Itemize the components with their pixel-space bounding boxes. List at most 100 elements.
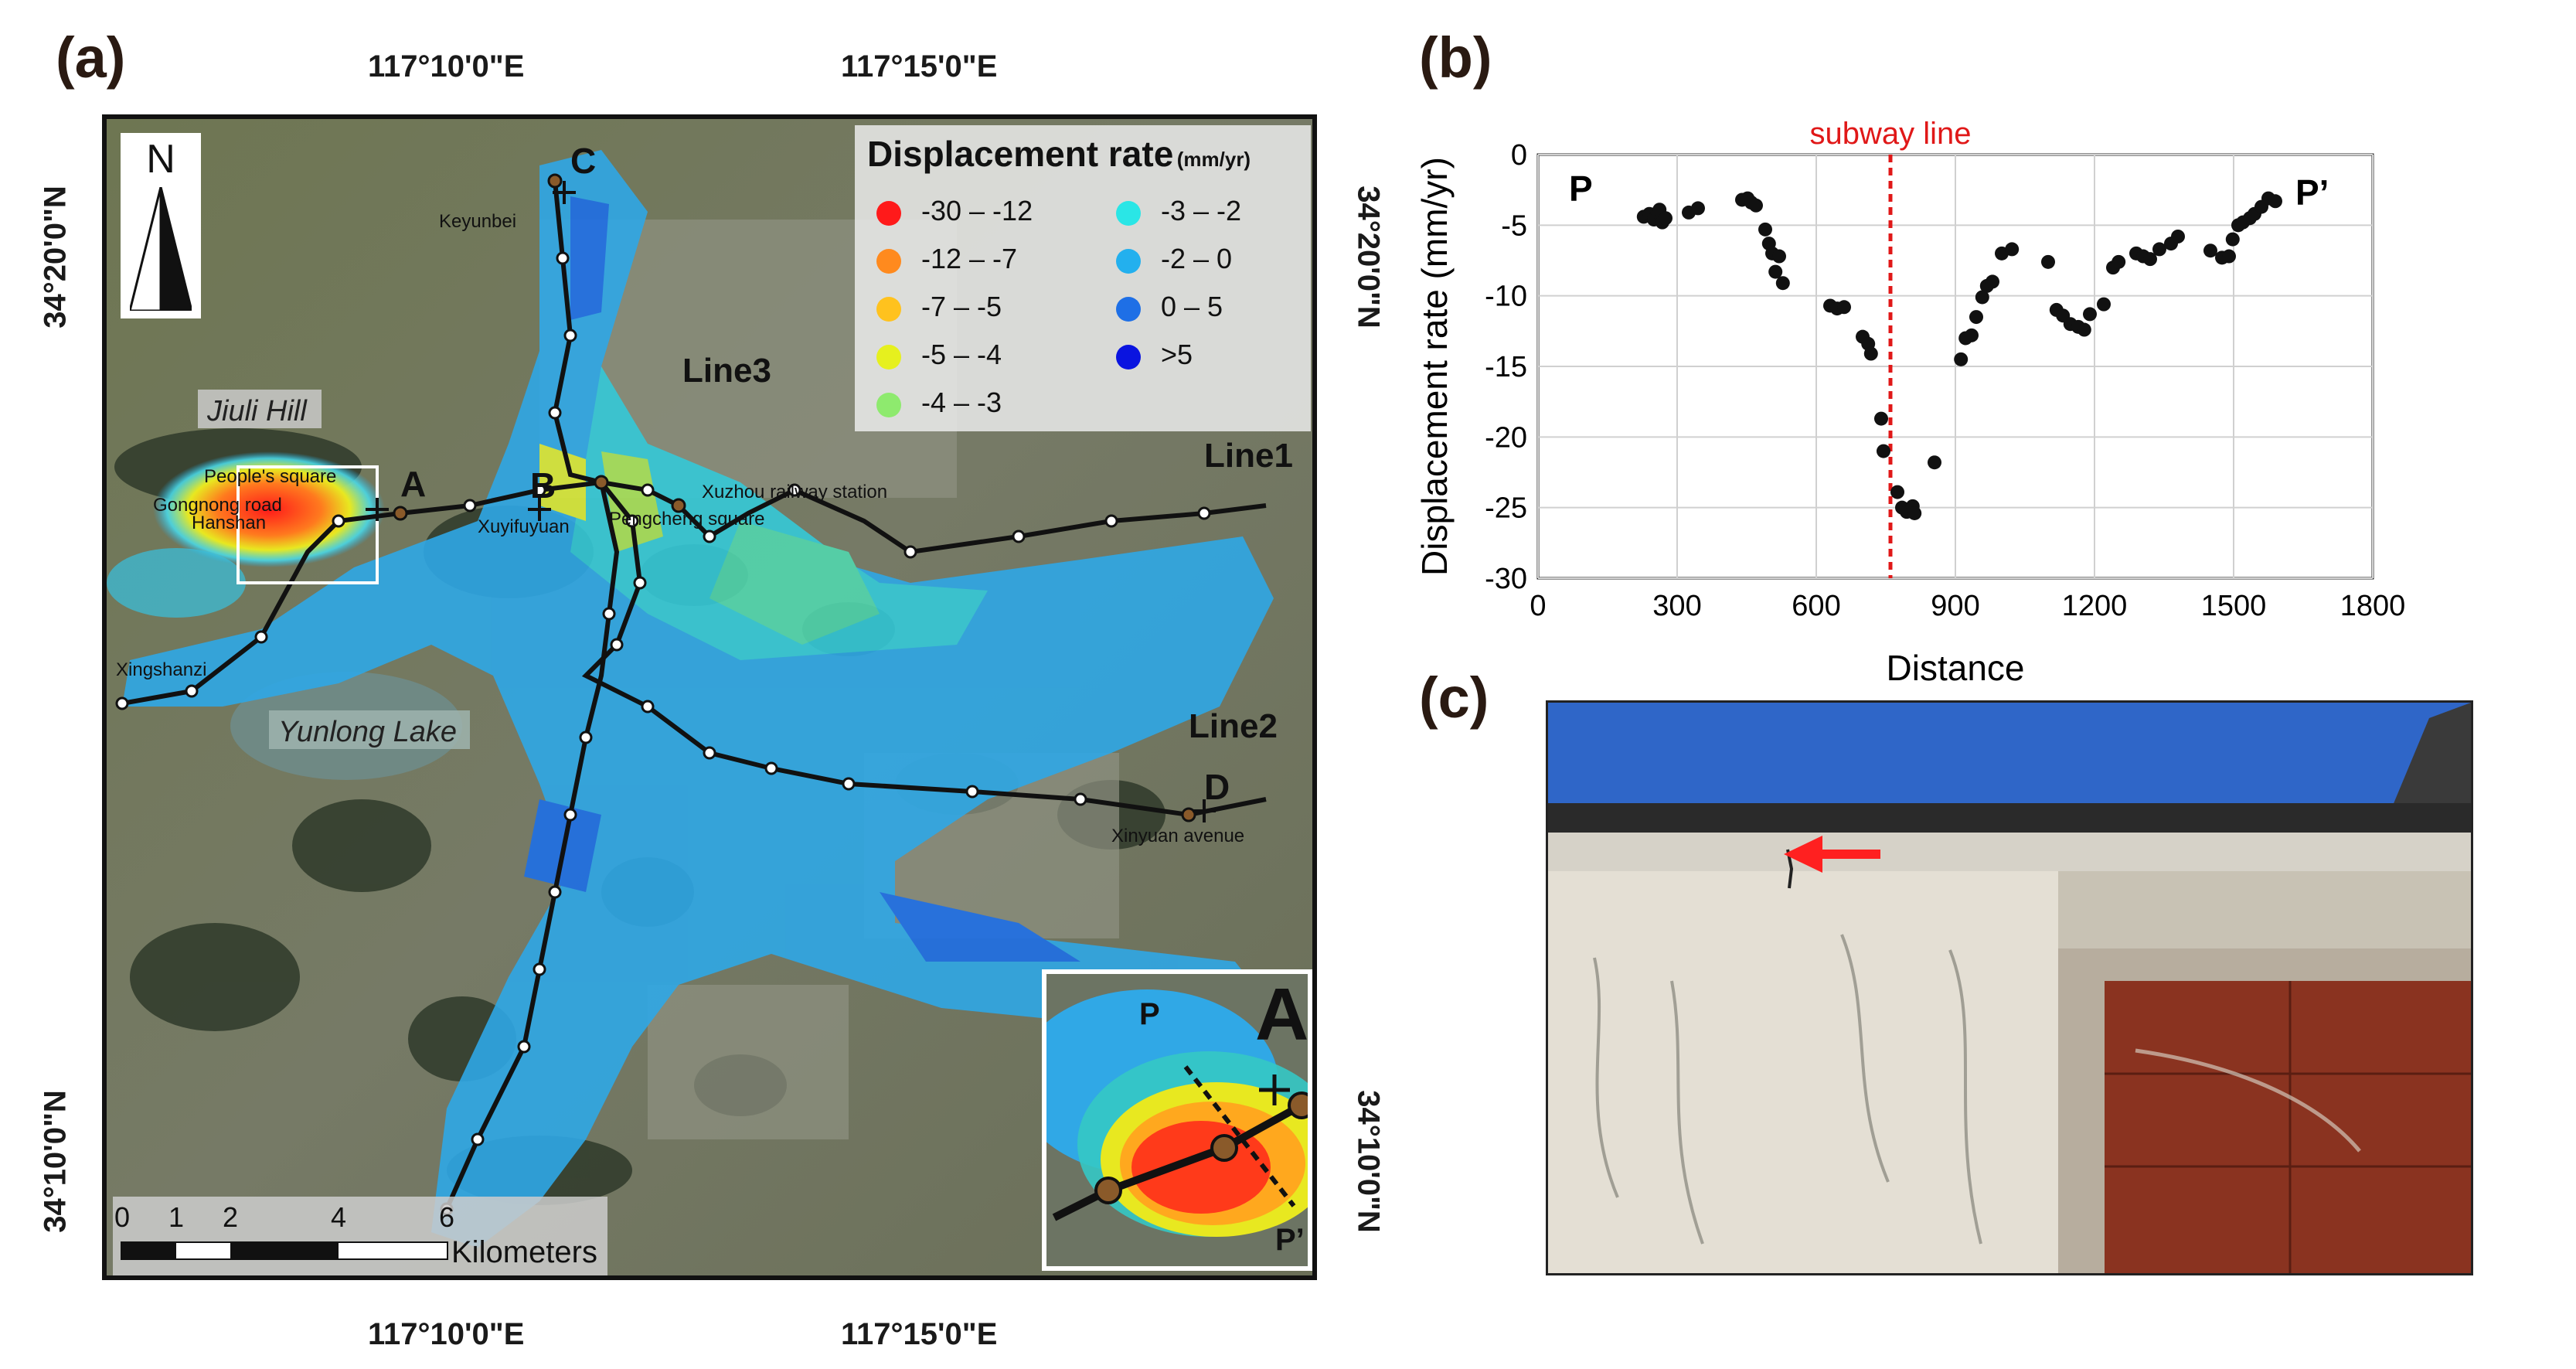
legend-item-label: -12 – -7 — [921, 243, 1018, 274]
coord-top-right: 117°15'0"E — [841, 49, 998, 83]
x-tick-label: 0 — [1530, 590, 1546, 622]
data-point — [2268, 194, 2282, 209]
y-tick-label: -20 — [1485, 421, 1527, 454]
station-keyunbei: Keyunbei — [439, 211, 516, 232]
station-xinyuan: Xinyuan avenue — [1111, 826, 1244, 846]
data-point — [2005, 242, 2020, 257]
coord-right-bottom: 34°10'0"N — [1351, 1090, 1386, 1233]
profile-chart: 0 300 600 900 1200 1500 1800 0 -5 -10 -15 -20 -25 -3… — [1414, 117, 2405, 688]
x-tick-label: 1200 — [2062, 590, 2128, 622]
data-point — [2152, 242, 2166, 257]
key-stations — [393, 173, 1196, 822]
legend-swatch — [1116, 201, 1141, 226]
data-point — [2112, 254, 2126, 269]
legend-item-label: 0 – 5 — [1161, 291, 1223, 322]
data-point — [1954, 352, 1969, 366]
data-points — [1636, 191, 2282, 520]
inset-p-label: P — [1139, 997, 1160, 1031]
x-axis-label: Distance — [1887, 648, 2025, 688]
jiuli-hill-label: Jiuli Hill — [206, 395, 308, 427]
point-a-label: A — [400, 464, 426, 504]
x-tick-label: 300 — [1652, 590, 1701, 622]
station-railway: Xuzhou railway station — [702, 482, 887, 502]
legend-item-label: -4 – -3 — [921, 387, 1002, 418]
data-point — [2171, 229, 2185, 243]
red-arrow-icon — [1784, 836, 1822, 873]
data-point — [1877, 444, 1890, 458]
coord-left-bottom: 34°10'0"N — [38, 1090, 73, 1233]
coord-bottom-right: 117°15'0"E — [841, 1317, 998, 1351]
data-point — [1659, 211, 1673, 226]
area-a-box — [237, 465, 379, 584]
data-point — [1775, 276, 1790, 291]
y-tick-label: -5 — [1501, 209, 1527, 242]
coord-right-top: 34°20'0"N — [1351, 186, 1386, 329]
legend-swatch — [876, 297, 901, 322]
legend-swatch — [876, 393, 901, 417]
data-point — [1890, 485, 1904, 499]
data-point — [2222, 249, 2236, 264]
legend: Displacement rate (mm/yr) -30 – -12 -12 –… — [855, 125, 1311, 431]
coord-bottom-left: 117°10'0"E — [368, 1317, 525, 1351]
scale-tick-label: 6 — [439, 1201, 455, 1233]
legend-item-label: -30 – -12 — [921, 195, 1033, 226]
data-point — [1874, 411, 1888, 426]
legend-swatch — [1116, 297, 1141, 322]
y-tick-label: -25 — [1485, 492, 1527, 525]
station-peoples-square: People's square — [204, 466, 336, 487]
data-point — [2077, 322, 2091, 337]
data-point — [1749, 198, 1763, 213]
deformation-coverage — [122, 150, 1274, 1248]
wall-crack-photo — [1548, 703, 2471, 1273]
data-point — [1768, 264, 1783, 279]
profile-start-label: P — [1569, 169, 1593, 209]
legend-item-label: -7 – -5 — [921, 291, 1002, 322]
data-point — [1863, 346, 1878, 361]
legend-item-label: >5 — [1161, 339, 1193, 370]
data-point — [2143, 252, 2157, 267]
x-tick-label: 1800 — [2340, 590, 2406, 622]
point-d-label: D — [1204, 767, 1230, 807]
legend-unit: (mm/yr) — [1176, 148, 1251, 171]
x-tick-label: 1500 — [2201, 590, 2267, 622]
legend-swatch — [1116, 345, 1141, 369]
data-point — [2203, 243, 2217, 258]
hotspot-a — [153, 451, 385, 567]
scale-tick-label: 2 — [223, 1201, 239, 1233]
station-gongnong: Gongnong road — [153, 495, 282, 516]
grid-lines — [1537, 154, 2374, 579]
data-point — [1691, 201, 1705, 216]
y-tick-label: 0 — [1511, 139, 1527, 172]
y-axis-label: Displacement rate (mm/yr) — [1414, 157, 1455, 576]
data-point — [2225, 232, 2240, 247]
panel-label-b: (b) — [1419, 26, 1492, 90]
data-point — [2097, 297, 2111, 312]
data-point — [2041, 254, 2055, 269]
panel-label-a: (a) — [56, 26, 126, 90]
legend-swatch — [876, 345, 901, 369]
data-point — [1772, 249, 1786, 264]
station-pengcheng: Pengcheng square — [609, 509, 765, 530]
data-point — [2083, 307, 2097, 322]
legend-swatch — [1116, 249, 1141, 274]
scale-tick-label: 0 — [114, 1201, 131, 1233]
x-tick-label: 900 — [1931, 590, 1979, 622]
line1-path — [121, 479, 1267, 706]
legend-swatch — [876, 249, 901, 274]
legend-item-label: -5 – -4 — [921, 339, 1002, 370]
data-point — [1907, 506, 1922, 520]
legend-swatch — [876, 201, 901, 226]
y-tick-labels: 0 -5 -10 -15 -20 -25 -30 — [1485, 139, 1527, 595]
point-markers — [366, 181, 1216, 822]
y-tick-label: -15 — [1485, 351, 1527, 383]
y-tick-label: -30 — [1485, 563, 1527, 595]
station-xingshanzi: Xingshanzi — [116, 659, 206, 680]
x-tick-labels: 0 300 600 900 1200 1500 1800 — [1530, 590, 2405, 622]
line3-path — [444, 180, 620, 1211]
data-point — [1969, 310, 1983, 325]
map-panel[interactable]: A B C D Line3 Line1 Line2 Jiuli Hill Yun… — [102, 114, 1317, 1280]
point-b-label: B — [530, 465, 556, 506]
legend-item-label: -2 – 0 — [1161, 243, 1233, 274]
line1-label: Line1 — [1204, 437, 1293, 475]
data-point — [1758, 222, 1772, 237]
